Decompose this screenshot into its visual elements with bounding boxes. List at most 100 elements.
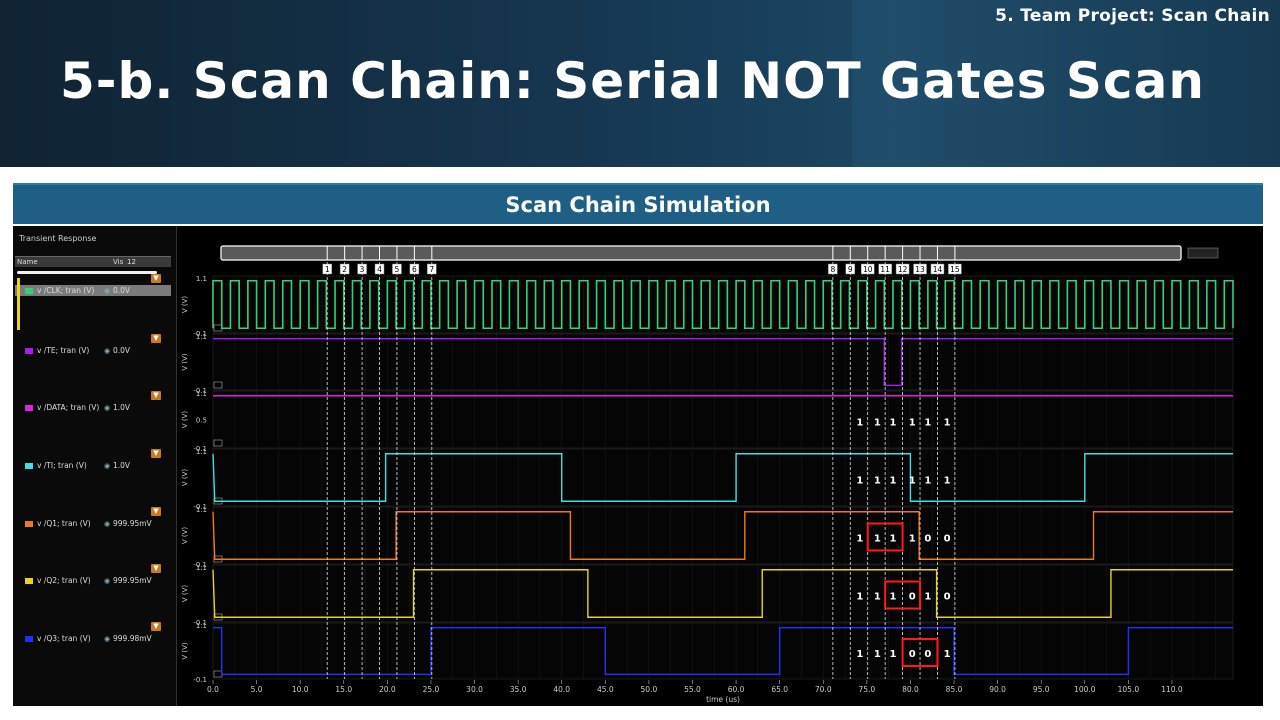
bit-label: 1 xyxy=(890,476,897,487)
ytick-mid: 0.5 xyxy=(196,417,207,425)
bit-label: 1 xyxy=(944,476,951,487)
trace-name: v /TI; tran (V) xyxy=(37,461,87,470)
filter-icon[interactable]: ▼ xyxy=(151,449,161,458)
ytick-top: 1.1 xyxy=(196,333,207,341)
x-tick-label: 100.0 xyxy=(1074,685,1096,694)
ytick-top: 1.1 xyxy=(196,506,207,514)
vis-column-header[interactable]: Vis xyxy=(113,258,124,266)
trace-name: v /DATA; tran (V) xyxy=(37,403,100,412)
expand-icon xyxy=(213,381,223,389)
marker-box xyxy=(845,263,856,275)
bit-label: 1 xyxy=(924,418,931,429)
marker-label: 8 xyxy=(830,265,835,274)
marker-label: 13 xyxy=(915,265,925,274)
bit-label: 1 xyxy=(909,418,916,429)
trace-value: 999.95mV xyxy=(113,519,152,528)
x-tick-label: 50.0 xyxy=(641,685,658,694)
marker-box xyxy=(427,263,437,275)
trace-value: 0.0V xyxy=(113,346,131,355)
marker-label: 3 xyxy=(360,265,365,274)
y-axis-label: V (V) xyxy=(181,411,189,429)
bit-label: 1 xyxy=(944,418,951,429)
x-tick-label: 60.0 xyxy=(728,685,745,694)
x-tick-label: 110.0 xyxy=(1161,685,1183,694)
eye-icon[interactable]: ◉ xyxy=(104,347,111,355)
x-tick-label: 65.0 xyxy=(771,685,788,694)
bit-label: 1 xyxy=(890,649,897,660)
x-tick-label: 0.0 xyxy=(207,685,219,694)
slide-title: 5-b. Scan Chain: Serial NOT Gates Scan xyxy=(60,52,1205,110)
section-label: 5. Team Project: Scan Chain xyxy=(995,6,1270,26)
bit-label: 1 xyxy=(874,418,881,429)
slide-header: 5. Team Project: Scan Chain 5-b. Scan Ch… xyxy=(0,0,1280,167)
ytick-top: 1.1 xyxy=(196,448,207,456)
ytick-top: 1.1 xyxy=(196,275,207,283)
bit-label: 0 xyxy=(924,649,931,660)
bit-label: 1 xyxy=(909,534,916,545)
bit-label: 0 xyxy=(944,592,951,603)
x-tick-label: 30.0 xyxy=(466,685,483,694)
list-scrollbar[interactable] xyxy=(17,271,157,274)
ytick-bottom: -0.1 xyxy=(193,387,207,395)
x-tick-label: 35.0 xyxy=(510,685,527,694)
name-column-header[interactable]: Name xyxy=(17,258,38,266)
ytick-bottom: -0.1 xyxy=(193,503,207,511)
trace-color-swatch xyxy=(25,463,33,469)
marker-box xyxy=(930,263,945,275)
y-axis-label: V (V) xyxy=(181,527,189,545)
highlight-box xyxy=(901,638,939,667)
marker-label: 1 xyxy=(325,265,330,274)
y-axis-label: V (V) xyxy=(181,353,189,371)
filter-icon[interactable]: ▼ xyxy=(151,274,161,283)
marker-box xyxy=(948,263,962,275)
marker-box xyxy=(860,263,875,275)
bit-label: 1 xyxy=(856,476,863,487)
bit-label: 1 xyxy=(856,534,863,545)
x-tick-label: 15.0 xyxy=(335,685,352,694)
filter-icon[interactable]: ▼ xyxy=(151,564,161,573)
strip-te xyxy=(212,333,1234,391)
marker-label: 5 xyxy=(395,265,400,274)
trace-color-swatch xyxy=(25,288,33,294)
filter-icon[interactable]: ▼ xyxy=(151,622,161,631)
x-tick-label: 75.0 xyxy=(858,685,875,694)
highlight-box xyxy=(866,522,904,552)
eye-icon[interactable]: ◉ xyxy=(104,287,111,295)
filter-icon[interactable]: ▼ xyxy=(151,507,161,516)
overview-scrollbar xyxy=(220,245,1182,261)
strip-data xyxy=(212,390,1234,449)
marker-box xyxy=(322,263,332,275)
trace-name: v /CLK; tran (V) xyxy=(37,286,95,295)
waveform-plot[interactable]: 1.1-0.1V (V)1.1-0.1V (V)1.1-0.10.5V (V)1… xyxy=(176,226,1263,706)
eye-icon[interactable]: ◉ xyxy=(104,577,111,585)
bit-label: 1 xyxy=(856,649,863,660)
eye-icon[interactable]: ◉ xyxy=(104,404,111,412)
x-tick-label: 90.0 xyxy=(989,685,1006,694)
filter-icon[interactable]: ▼ xyxy=(151,334,161,343)
bit-label: 1 xyxy=(874,476,881,487)
trace-value: 1.0V xyxy=(113,403,131,412)
expand-icon xyxy=(213,670,223,678)
simulation-window: Transient Response Name Vis 12 v /CLK; t… xyxy=(13,226,1263,706)
trace-list-pane: Transient Response Name Vis 12 v /CLK; t… xyxy=(13,226,177,706)
strip-ti xyxy=(212,448,1234,507)
bit-label: 0 xyxy=(909,649,916,660)
bit-label: 1 xyxy=(924,592,931,603)
marker-box xyxy=(913,263,927,275)
trace-value: 999.98mV xyxy=(113,634,152,643)
x-tick-label: 10.0 xyxy=(292,685,309,694)
series-q3 xyxy=(213,626,1233,676)
expand-icon xyxy=(213,439,223,447)
x-tick-label: 5.0 xyxy=(251,685,263,694)
eye-icon[interactable]: ◉ xyxy=(104,635,111,643)
filter-icon[interactable]: ▼ xyxy=(151,391,161,400)
series-clk xyxy=(212,279,1234,330)
ytick-bottom: -0.1 xyxy=(193,445,207,453)
eye-icon[interactable]: ◉ xyxy=(104,520,111,528)
eye-icon[interactable]: ◉ xyxy=(104,462,111,470)
marker-box xyxy=(357,263,367,275)
trace-name: v /Q1; tran (V) xyxy=(37,519,91,528)
x-axis-label: time (us) xyxy=(706,695,740,704)
bit-label: 1 xyxy=(874,649,881,660)
bit-label: 0 xyxy=(909,592,916,603)
